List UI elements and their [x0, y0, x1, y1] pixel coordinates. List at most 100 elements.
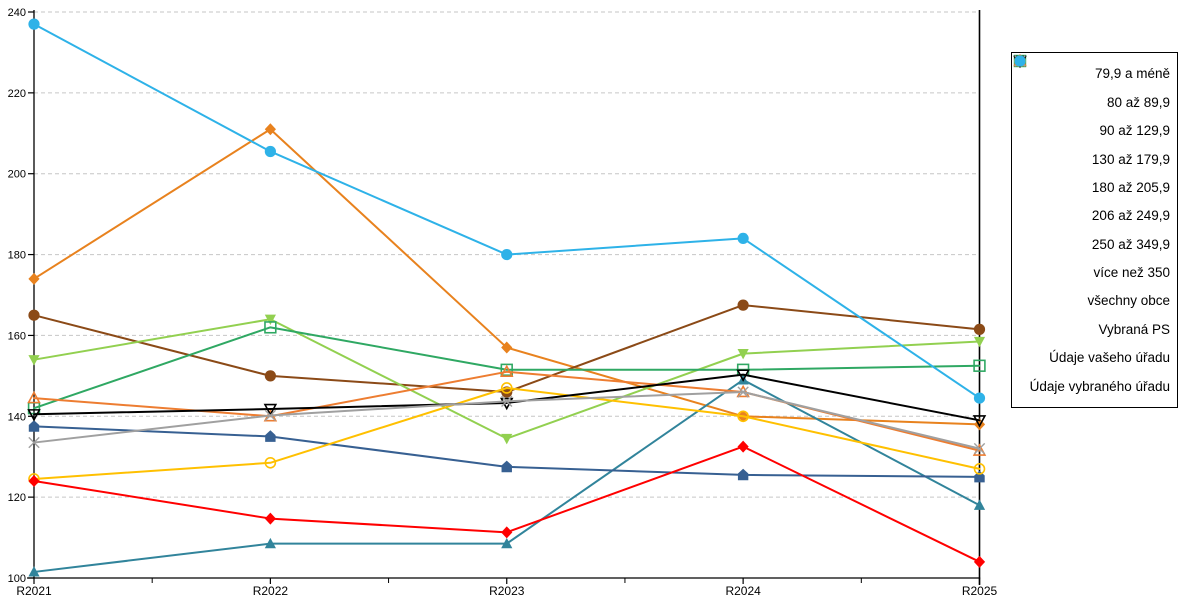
- series-12: [28, 18, 986, 404]
- series-4: [28, 420, 985, 483]
- y-tick-label: 200: [8, 169, 26, 181]
- data-point-marker: [28, 566, 40, 577]
- legend-item-11: Údaje vašeho úřadu: [1012, 55, 1177, 366]
- data-point-marker: [264, 123, 276, 136]
- data-point-marker: [973, 359, 986, 372]
- data-point-marker: [264, 512, 276, 525]
- data-point-marker: [972, 443, 987, 456]
- data-point-marker: [27, 390, 41, 404]
- legend-item-7: 250 až 349,9: [1012, 55, 1177, 252]
- series-2: [28, 299, 986, 398]
- data-point-marker: [264, 321, 277, 334]
- x-tick-label: R2025: [962, 584, 998, 598]
- series-9: [27, 369, 987, 428]
- series-10: [28, 386, 986, 455]
- data-point-marker: [973, 555, 986, 568]
- legend-label: Údaje vašeho úřadu: [1049, 350, 1170, 366]
- legend-item-5: 180 až 205,9: [1012, 56, 1177, 195]
- series-11: [28, 440, 986, 568]
- data-point-marker: [973, 323, 986, 335]
- data-point-marker: [265, 430, 276, 442]
- data-point-marker: [264, 409, 277, 422]
- series-1: [28, 123, 986, 431]
- data-point-marker: [737, 440, 749, 453]
- data-point-marker: [264, 314, 276, 326]
- data-point-marker: [973, 336, 986, 348]
- x-tick-label: R2022: [253, 584, 289, 598]
- data-point-marker: [737, 232, 749, 244]
- legend-label: 206 až 249,9: [1091, 208, 1170, 224]
- legend-label: Údaje vybraného úřadu: [1029, 378, 1170, 394]
- data-point-marker: [28, 355, 40, 366]
- legend-label: všechny obce: [1087, 293, 1170, 309]
- legend-item-8: více než 350: [1012, 53, 1177, 280]
- series-5: [28, 314, 986, 445]
- data-point-marker: [973, 442, 986, 455]
- legend-label: Vybraná PS: [1098, 321, 1170, 337]
- data-point-marker: [737, 349, 749, 360]
- data-point-marker: [737, 468, 749, 481]
- data-point-marker: [264, 145, 276, 158]
- data-point-marker: [263, 403, 278, 417]
- data-point-marker: [264, 370, 276, 382]
- y-tick-label: 140: [8, 411, 26, 423]
- data-point-marker: [501, 537, 513, 549]
- legend-item-3: 90 až 129,9: [1012, 55, 1177, 139]
- y-tick-label: 100: [8, 573, 26, 585]
- data-point-marker: [28, 272, 40, 285]
- legend-item-6: 206 až 249,9: [1012, 54, 1177, 224]
- y-tick-label: 220: [8, 88, 26, 100]
- legend-label: 250 až 349,9: [1091, 236, 1170, 252]
- legend-label: 79,9 a méně: [1094, 66, 1170, 82]
- legend-label: 80 až 89,9: [1106, 94, 1170, 110]
- data-point-marker: [737, 299, 749, 311]
- data-point-marker: [264, 537, 276, 549]
- y-tick-label: 120: [8, 492, 26, 504]
- data-point-marker: [737, 386, 749, 398]
- legend-label: 90 až 129,9: [1099, 123, 1170, 139]
- data-point-marker: [28, 474, 40, 487]
- y-tick-label: 160: [8, 330, 26, 342]
- data-point-marker: [27, 409, 41, 422]
- series-line: [33, 326, 981, 410]
- data-point-marker: [28, 18, 40, 30]
- data-point-marker: [500, 364, 514, 378]
- data-point-marker: [501, 395, 513, 408]
- legend-item-12: Údaje vybraného úřadu: [1012, 55, 1177, 394]
- series-line: [33, 373, 981, 422]
- data-point-marker: [500, 363, 513, 376]
- legend-label: 130 až 179,9: [1091, 151, 1170, 167]
- series-7: [28, 382, 986, 485]
- data-point-marker: [972, 415, 987, 428]
- legend-item-9: všechny obce: [1012, 55, 1177, 309]
- x-tick-label: R2024: [725, 584, 761, 598]
- legend-label: 180 až 205,9: [1091, 179, 1170, 195]
- y-tick-label: 180: [8, 250, 26, 262]
- data-point-marker: [973, 463, 986, 475]
- data-point-marker: [264, 456, 277, 469]
- data-point-marker: [736, 369, 750, 382]
- legend-item-10: Vybraná PS: [1012, 55, 1177, 337]
- data-point-marker: [501, 526, 513, 539]
- data-point-marker: [500, 382, 513, 394]
- y-tick-label: 240: [8, 7, 26, 19]
- legend-item-2: 80 až 89,9: [1012, 55, 1177, 110]
- legend-item-1: 79,9 a méně: [1012, 55, 1177, 82]
- legend-box: 79,9 a méně 80 až 89,9 90 až 129,9 130 až 1…: [1011, 52, 1178, 408]
- series-line: [33, 318, 981, 440]
- data-point-marker: [28, 420, 40, 432]
- data-point-marker: [973, 392, 986, 404]
- data-point-marker: [737, 410, 749, 423]
- data-point-marker: [1014, 55, 1026, 67]
- data-point-marker: [28, 309, 40, 321]
- x-tick-label: R2021: [16, 584, 52, 598]
- data-point-marker: [973, 499, 986, 510]
- data-point-marker: [28, 436, 40, 449]
- legend-item-4: 130 až 179,9: [1012, 54, 1177, 167]
- legend-label: více než 350: [1093, 265, 1170, 280]
- data-point-marker: [501, 341, 513, 354]
- data-point-marker: [501, 248, 513, 261]
- series-line: [33, 386, 981, 480]
